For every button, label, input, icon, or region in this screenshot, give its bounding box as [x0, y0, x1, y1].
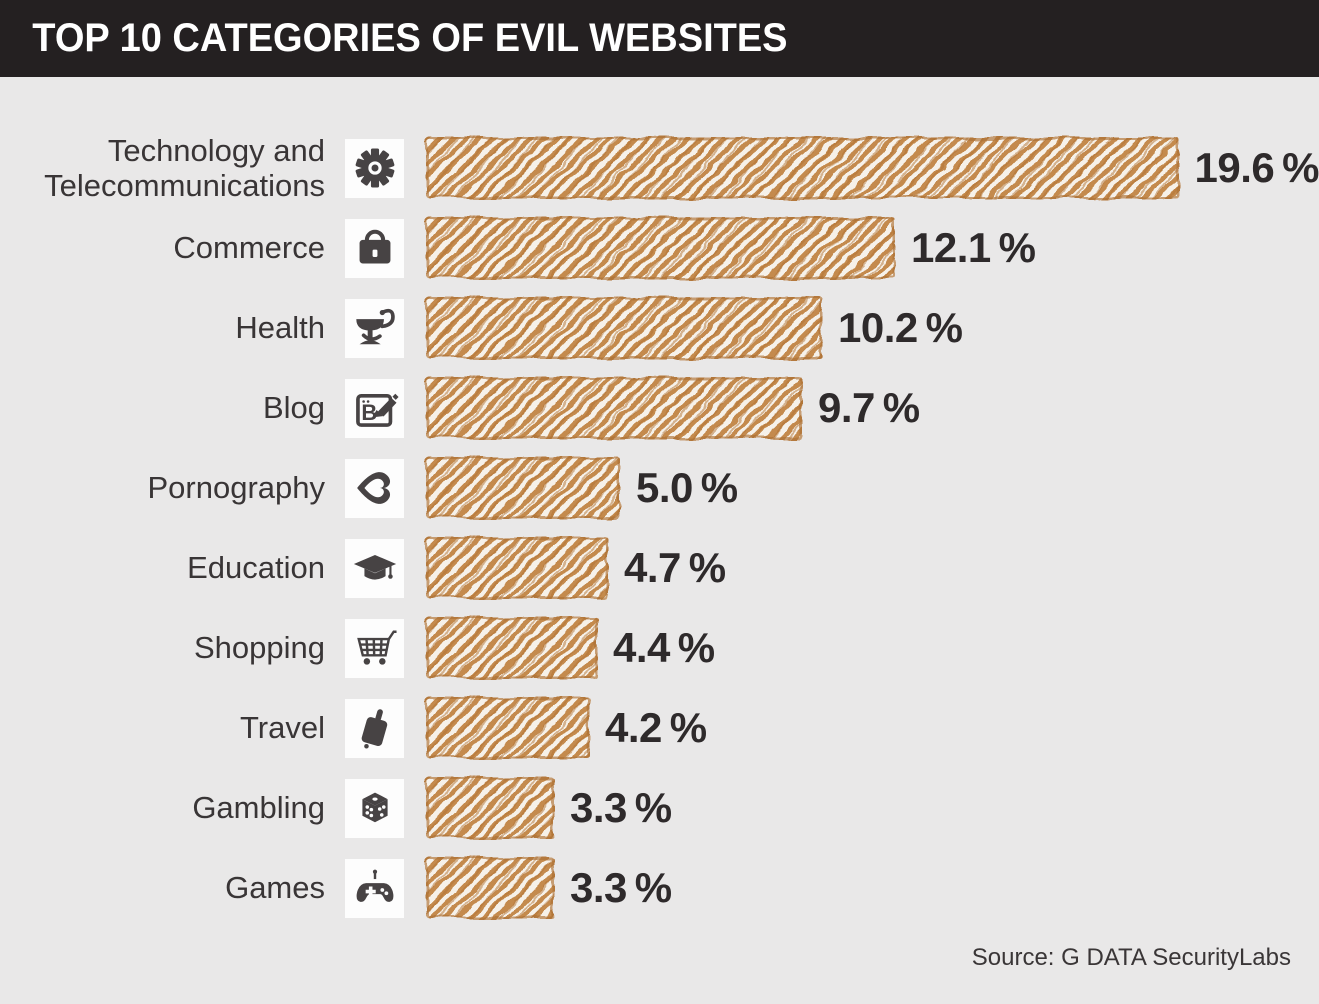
bar	[426, 137, 1179, 199]
title-bar: TOP 10 CATEGORIES OF EVIL WEBSITES	[0, 0, 1319, 77]
category-label: Shopping	[193, 630, 325, 666]
bar-zone: 3.3 %	[426, 857, 1319, 919]
bar-zone: 4.2 %	[426, 697, 1319, 759]
value-label: 4.2 %	[605, 704, 707, 751]
dice-icon	[349, 782, 401, 834]
category-label: Commerce	[173, 230, 325, 266]
icon-tile	[345, 618, 404, 678]
category-label: Pornography	[147, 470, 325, 506]
icon-tile	[345, 138, 404, 198]
chart-row: Gambling 3.3 %	[0, 768, 1319, 848]
category-label: Education	[187, 550, 325, 586]
briefcase-icon	[349, 222, 401, 274]
value-label: 3.3 %	[570, 784, 672, 831]
bar	[426, 457, 620, 519]
bar-zone: 4.7 %	[426, 537, 1319, 599]
icon-tile	[345, 298, 404, 358]
bar	[426, 377, 802, 439]
value-label: 4.4 %	[613, 624, 715, 671]
chart-row: Pornography 5.0 %	[0, 448, 1319, 528]
bar	[426, 537, 608, 599]
icon-tile	[345, 858, 404, 918]
blog-icon	[349, 382, 401, 434]
value-label: 4.7 %	[624, 544, 726, 591]
category-label: Health	[235, 310, 325, 346]
bar	[426, 217, 895, 279]
chart-row: Commerce 12.1 %	[0, 208, 1319, 288]
value-label: 5.0 %	[636, 464, 738, 511]
value-label: 10.2 %	[838, 304, 963, 351]
icon-tile	[345, 458, 404, 518]
value-label: 12.1 %	[911, 224, 1036, 271]
page-title: TOP 10 CATEGORIES OF EVIL WEBSITES	[32, 16, 788, 60]
bar	[426, 697, 589, 759]
category-label: Blog	[262, 390, 325, 426]
bar-zone: 5.0 %	[426, 457, 1319, 519]
chart-row: Health 10.2 %	[0, 288, 1319, 368]
category-label: Games	[225, 870, 325, 906]
chart-row: Education 4.7 %	[0, 528, 1319, 608]
bar	[426, 617, 597, 679]
icon-tile	[345, 218, 404, 278]
category-label: Gambling	[192, 790, 325, 826]
bar	[426, 297, 822, 359]
graduation-cap-icon	[349, 542, 401, 594]
chart-row: Games 3.3 %	[0, 848, 1319, 928]
chart-row: Shopping 4.4 %	[0, 608, 1319, 688]
chart-row: Blog 9.7 %	[0, 368, 1319, 448]
chart-row: Travel 4.2 %	[0, 688, 1319, 768]
gamepad-icon	[349, 862, 401, 914]
value-label: 19.6 %	[1194, 144, 1319, 191]
bar-zone: 19.6 %	[426, 137, 1319, 199]
category-label: Travel	[240, 710, 325, 746]
bar-zone: 4.4 %	[426, 617, 1319, 679]
bar	[426, 777, 554, 839]
value-label: 9.7 %	[818, 384, 920, 431]
bar-zone: 10.2 %	[426, 297, 1319, 359]
bar	[426, 857, 554, 919]
lips-icon	[349, 462, 401, 514]
bar-zone: 12.1 %	[426, 217, 1319, 279]
pharmacy-icon	[349, 302, 401, 354]
shopping-cart-icon	[349, 622, 401, 674]
bar-zone: 3.3 %	[426, 777, 1319, 839]
value-label: 3.3 %	[570, 864, 672, 911]
icon-tile	[345, 778, 404, 838]
source-credit: Source: G DATA SecurityLabs	[971, 944, 1291, 971]
category-label: Technology and Telecommunications	[44, 132, 325, 203]
bar-chart: Technology and Telecommunications 19.6 % C…	[0, 77, 1319, 972]
chart-row: Technology and Telecommunications 19.6 %	[0, 128, 1319, 208]
bar-zone: 9.7 %	[426, 377, 1319, 439]
icon-tile	[345, 698, 404, 758]
suitcase-icon	[349, 702, 401, 754]
gear-icon	[349, 142, 401, 194]
icon-tile	[345, 378, 404, 438]
icon-tile	[345, 538, 404, 598]
chart-rows: Technology and Telecommunications 19.6 % C…	[0, 128, 1319, 928]
